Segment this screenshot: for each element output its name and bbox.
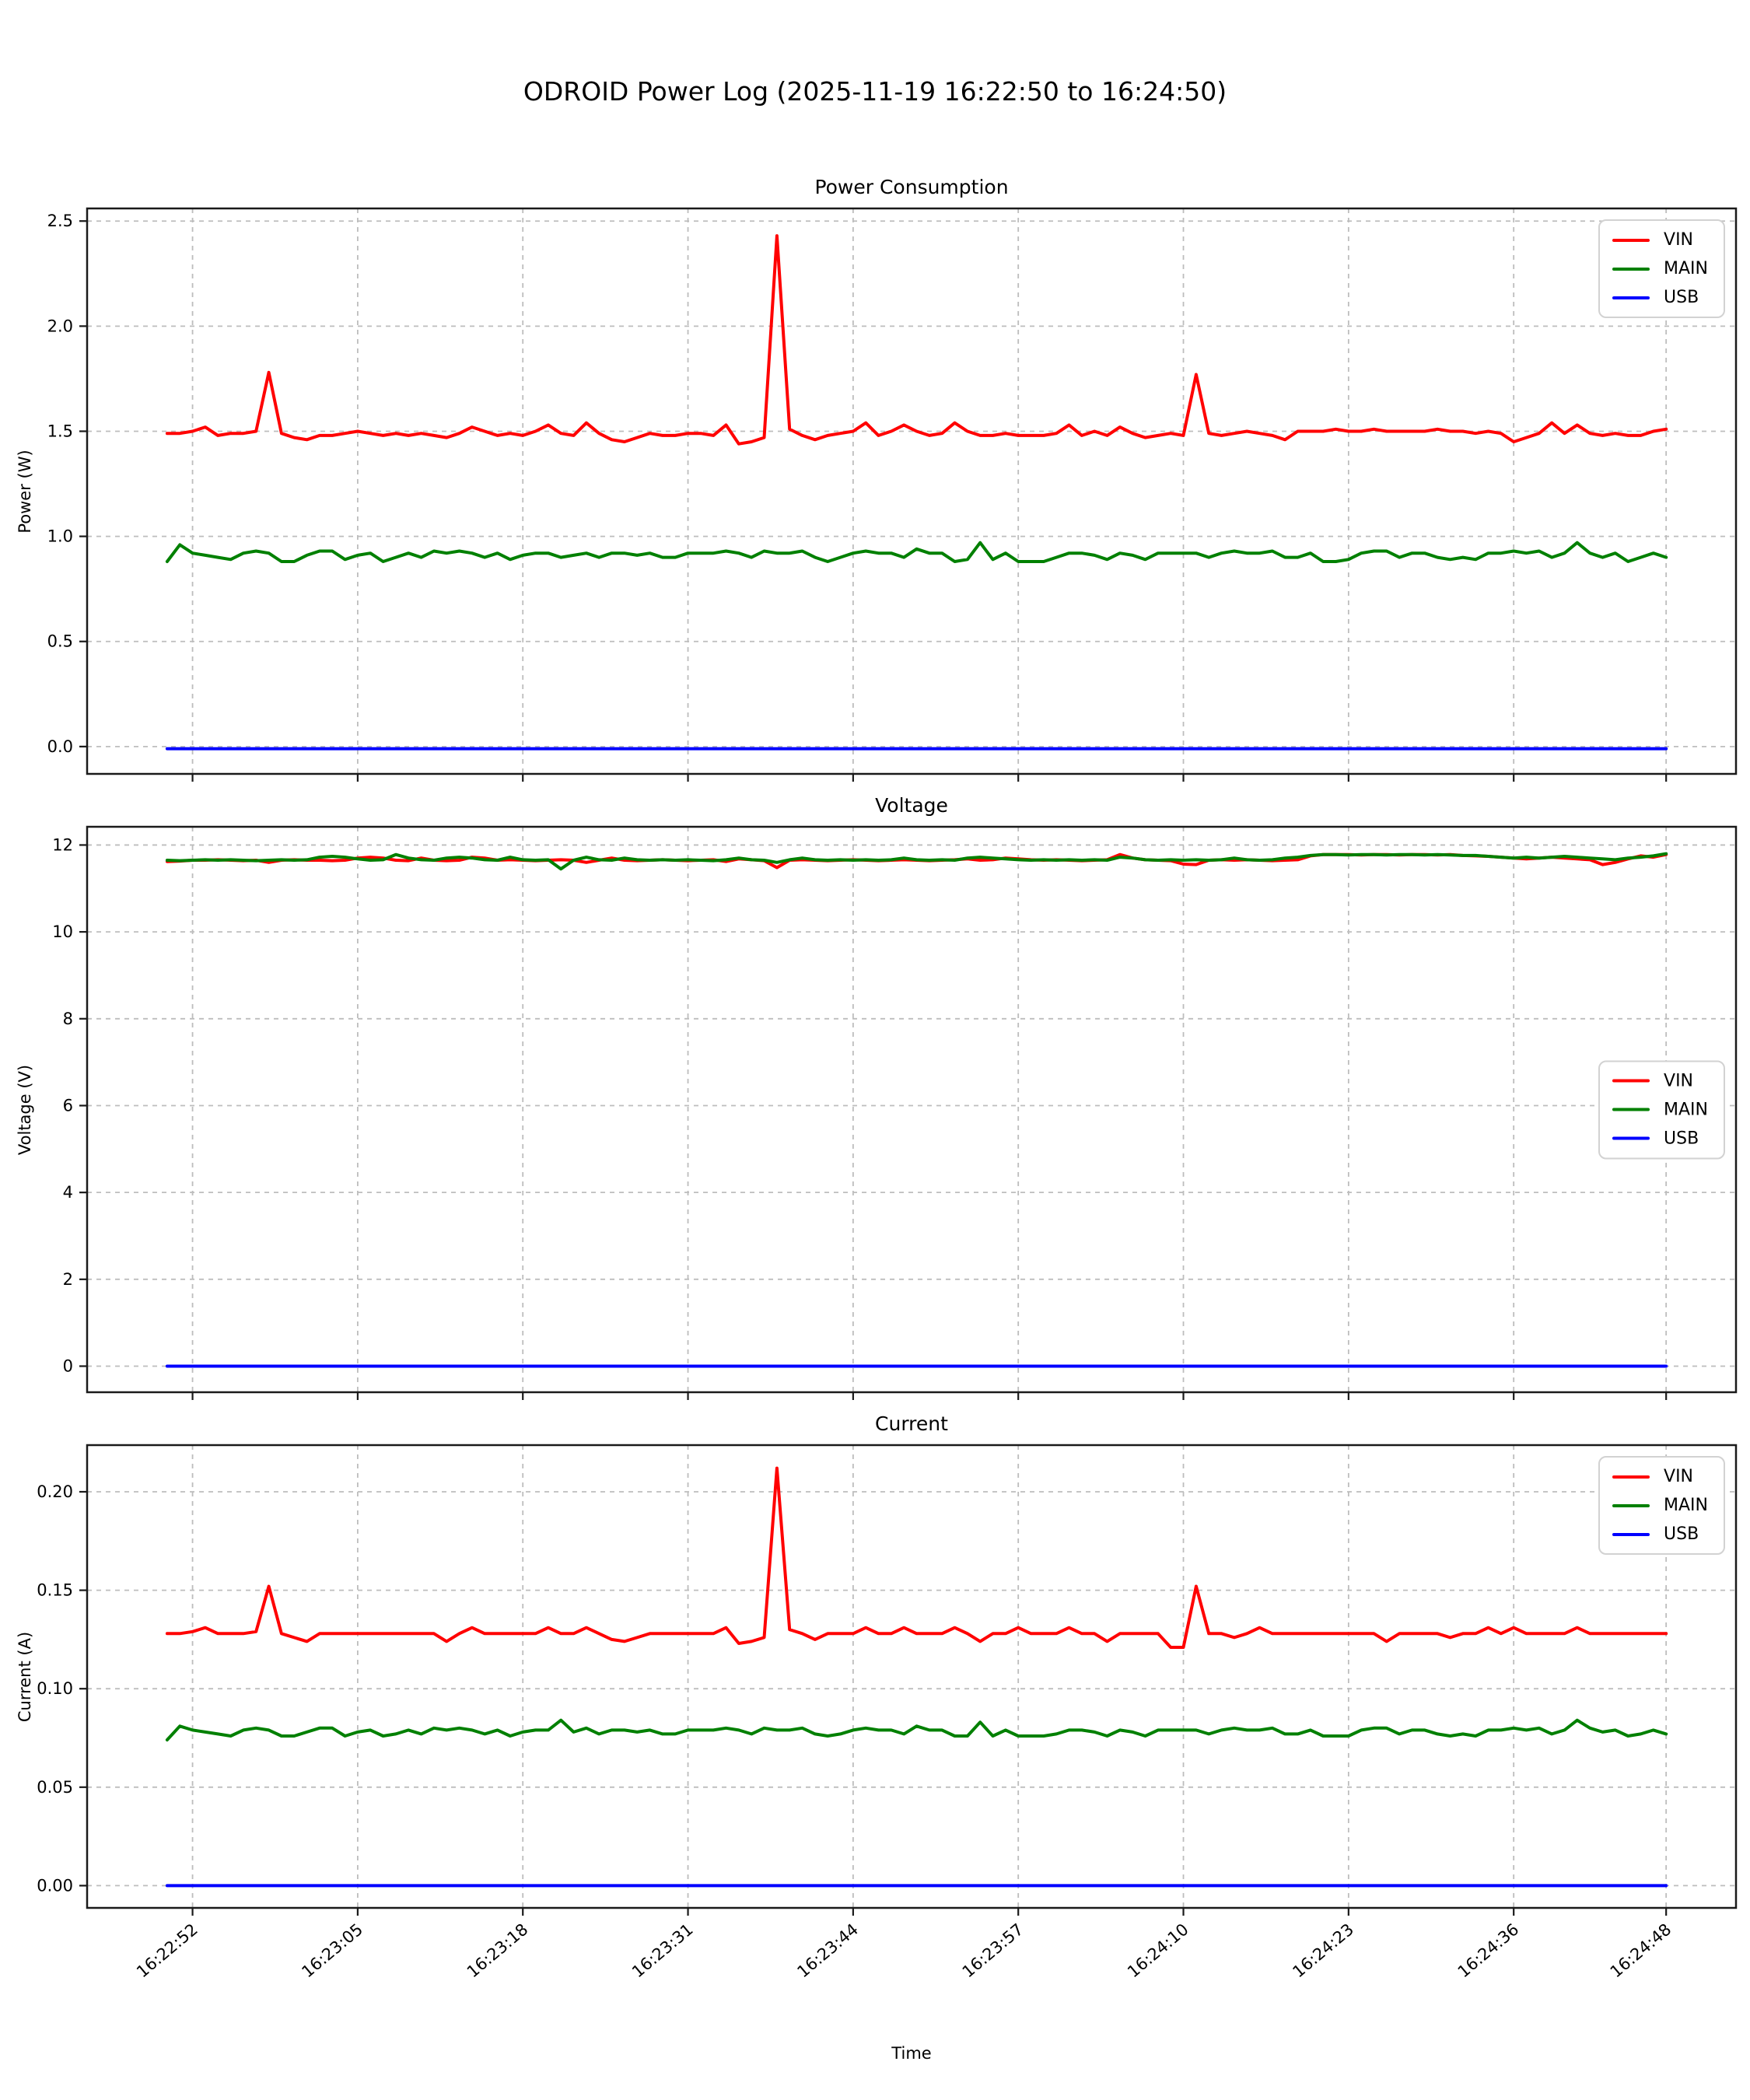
legend-label: MAIN: [1664, 1100, 1708, 1119]
legend-item-usb: USB: [1612, 1129, 1708, 1148]
x-tick-label-group: 16:24:48: [1607, 1920, 1675, 1981]
axes-spines: [86, 207, 1738, 775]
legend-swatch-main: [1612, 267, 1650, 271]
subplot-power-title: Power Consumption: [814, 176, 1009, 198]
legend-label: VIN: [1664, 230, 1694, 250]
y-tick-label: 6: [63, 1096, 73, 1115]
axes-spines: [86, 825, 1738, 1394]
legend: VIN MAIN USB: [1598, 1456, 1725, 1555]
subplot-current-title: Current: [875, 1412, 948, 1435]
series-line-main: [165, 852, 1668, 871]
x-tick-label: 16:23:18: [464, 1920, 532, 1981]
x-tick-label: 16:23:31: [628, 1920, 697, 1981]
y-tick-label: 0.15: [37, 1581, 73, 1600]
legend-swatch-vin: [1612, 238, 1650, 242]
legend-swatch-main: [1612, 1503, 1650, 1507]
x-tick-label-group: 16:23:18: [464, 1920, 532, 1981]
x-tick-label: 16:24:36: [1454, 1920, 1523, 1981]
legend-item-usb: USB: [1612, 1524, 1708, 1544]
x-tick-label: 16:24:23: [1289, 1920, 1357, 1981]
legend-label: VIN: [1664, 1467, 1694, 1486]
legend-label: USB: [1664, 1129, 1699, 1148]
axes-spines: [86, 1444, 1738, 1909]
y-tick-label: 0.10: [37, 1679, 73, 1698]
x-tick-label-group: 16:24:23: [1289, 1920, 1357, 1981]
subplot-voltage-title: Voltage: [875, 794, 948, 817]
y-tick-label: 0.20: [37, 1482, 73, 1501]
y-tick-label: 1.0: [47, 527, 73, 546]
x-tick-label-group: 16:22:52: [133, 1920, 201, 1981]
y-tick-label: 0.0: [47, 737, 73, 756]
legend-label: USB: [1664, 288, 1699, 307]
current-y-axis-label: Current (A): [16, 1631, 34, 1722]
legend-label: MAIN: [1664, 259, 1708, 278]
x-tick-label-group: 16:24:36: [1454, 1920, 1523, 1981]
legend-swatch-usb: [1612, 1532, 1650, 1536]
current-plot-area: 0.00 0.05 0.10 0.15 0.20 16:22:52 16:23:05 16:2…: [37, 1444, 1738, 1981]
x-tick-label: 16:23:57: [959, 1920, 1027, 1981]
series-line-vin: [165, 1466, 1668, 1649]
legend-item-usb: USB: [1612, 288, 1708, 307]
x-tick-label: 16:24:48: [1607, 1920, 1675, 1981]
x-axis-label: Time: [891, 2044, 932, 2063]
x-tick-label-group: 16:23:57: [959, 1920, 1027, 1981]
power-plot-area: 0.0 0.5 1.0 1.5 2.0 2.5: [47, 207, 1738, 782]
legend-label: VIN: [1664, 1071, 1694, 1090]
y-tick-label: 0.5: [47, 632, 73, 651]
legend-item-main: MAIN: [1612, 1496, 1708, 1515]
y-tick-label: 0.05: [37, 1778, 73, 1797]
x-tick-label-group: 16:23:31: [628, 1920, 697, 1981]
voltage-y-axis-label: Voltage (V): [16, 1064, 34, 1155]
x-tick-label: 16:22:52: [133, 1920, 201, 1981]
legend-swatch-vin: [1612, 1475, 1650, 1479]
y-tick-label: 10: [52, 922, 73, 941]
y-tick-label: 0: [63, 1356, 73, 1375]
y-tick-label: 4: [63, 1183, 73, 1202]
legend-swatch-usb: [1612, 296, 1650, 299]
power-y-axis-label: Power (W): [16, 449, 34, 534]
subplot-power: Power Consumption Power (W) 0.0 0.5 1.0 1.5…: [16, 176, 1738, 782]
legend-item-main: MAIN: [1612, 259, 1708, 278]
x-tick-label: 16:23:05: [298, 1920, 366, 1981]
legend-label: MAIN: [1664, 1496, 1708, 1515]
y-tick-label: 2.0: [47, 317, 73, 335]
figure-title: ODROID Power Log (2025-11-19 16:22:50 to…: [523, 76, 1227, 107]
y-tick-label: 8: [63, 1010, 73, 1028]
legend-swatch-main: [1612, 1108, 1650, 1111]
subplot-current: Current Current (A) 0.00 0.05 0.10 0.15 0.20…: [16, 1412, 1738, 1981]
x-tick-label: 16:24:10: [1124, 1920, 1192, 1981]
series-line-main: [165, 1718, 1668, 1741]
series-line-vin: [165, 234, 1668, 446]
y-tick-label: 2: [63, 1270, 73, 1289]
y-tick-label: 0.00: [37, 1876, 73, 1895]
legend-swatch-usb: [1612, 1136, 1650, 1140]
y-tick-label: 1.5: [47, 422, 73, 440]
legend-swatch-vin: [1612, 1079, 1650, 1083]
legend-item-main: MAIN: [1612, 1100, 1708, 1119]
legend: VIN MAIN USB: [1598, 219, 1725, 318]
y-tick-label: 2.5: [47, 212, 73, 230]
legend-item-vin: VIN: [1612, 230, 1708, 250]
x-tick-label-group: 16:24:10: [1124, 1920, 1192, 1981]
x-tick-label-group: 16:23:44: [793, 1920, 862, 1981]
legend-item-vin: VIN: [1612, 1071, 1708, 1090]
legend-label: USB: [1664, 1524, 1699, 1544]
legend-item-vin: VIN: [1612, 1467, 1708, 1486]
x-tick-label-group: 16:23:05: [298, 1920, 366, 1981]
legend: VIN MAIN USB: [1598, 1060, 1725, 1159]
subplot-voltage: Voltage Voltage (V) 0 2 4 6 8 10 12 VIN MAIN USB: [16, 794, 1738, 1400]
x-tick-label: 16:23:44: [793, 1920, 862, 1981]
y-tick-label: 12: [52, 835, 73, 854]
voltage-plot-area: 0 2 4 6 8 10 12: [52, 825, 1738, 1400]
series-line-main: [165, 541, 1668, 563]
